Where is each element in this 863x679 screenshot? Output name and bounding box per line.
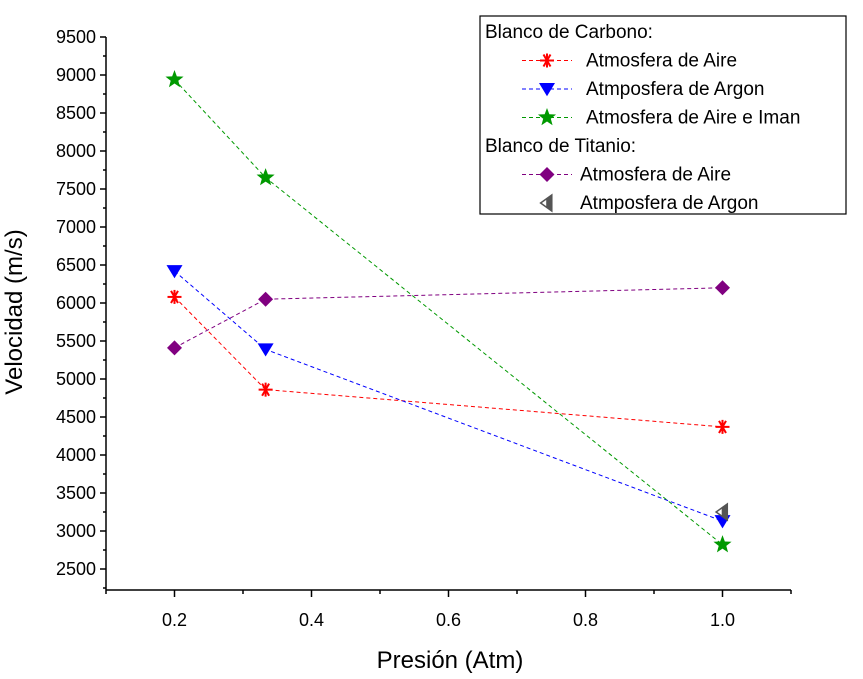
series-2-point xyxy=(713,535,732,553)
legend-entry: Atmposfera de Argon xyxy=(586,79,765,100)
y-tick-label: 2500 xyxy=(56,559,96,579)
y-tick-label: 6000 xyxy=(56,293,96,313)
y-tick-label: 5500 xyxy=(56,331,96,351)
y-tick-label: 5000 xyxy=(56,369,96,389)
legend-group-title: Blanco de Titanio: xyxy=(485,136,636,157)
series-2-point xyxy=(165,70,184,88)
legend-entry: Atmosfera de Aire xyxy=(580,165,731,186)
legend-entry: Atmposfera de Argon xyxy=(580,193,759,214)
legend-group-title: Blanco de Carbono: xyxy=(485,22,653,43)
y-tick-label: 3000 xyxy=(56,521,96,541)
x-axis-label: Presión (Atm) xyxy=(377,647,524,674)
legend-swatch-marker xyxy=(539,83,555,97)
series-0-point xyxy=(258,382,273,397)
series-0-point xyxy=(715,419,730,434)
y-tick-label: 8500 xyxy=(56,103,96,123)
x-tick-label: 0.8 xyxy=(573,610,598,630)
legend-swatch-marker xyxy=(539,167,555,182)
legend: Blanco de Carbono: Atmosfera de Aire Atmpo… xyxy=(479,15,847,215)
series-1 xyxy=(166,265,731,529)
series-4-point-fill xyxy=(721,504,728,520)
series-1-line xyxy=(174,270,723,522)
x-tick-label: 0.2 xyxy=(162,610,187,630)
series-3-line xyxy=(174,287,723,349)
series-0-point xyxy=(167,289,182,304)
series-3 xyxy=(167,280,730,356)
y-tick-label: 9500 xyxy=(56,27,96,47)
y-tick-label: 6500 xyxy=(56,255,96,275)
series-3-point xyxy=(715,280,730,296)
legend-swatch-marker xyxy=(537,108,557,126)
y-axis-label: Velocidad (m/s) xyxy=(1,229,28,394)
x-tick-label: 0.6 xyxy=(436,610,461,630)
y-tick-label: 8000 xyxy=(56,141,96,161)
x-tick-label: 0.4 xyxy=(299,610,324,630)
series-4 xyxy=(714,502,729,522)
legend-entry: Atmosfera de Aire e Iman xyxy=(586,108,800,129)
series-3-point xyxy=(167,340,182,356)
series-4-point xyxy=(714,502,729,522)
y-tick-label: 7500 xyxy=(56,179,96,199)
y-tick-label: 7000 xyxy=(56,217,96,237)
y-tick-label: 4500 xyxy=(56,407,96,427)
series-0-line xyxy=(174,296,723,428)
y-tick-label: 4000 xyxy=(56,445,96,465)
series-2-point xyxy=(256,168,275,186)
legend-swatch-marker xyxy=(539,193,553,213)
series-1-point xyxy=(166,265,183,279)
series-3-point xyxy=(258,291,274,307)
series-2 xyxy=(165,70,732,553)
legend-entry: Atmosfera de Aire xyxy=(586,51,737,72)
series-1-point xyxy=(257,343,274,357)
series-0 xyxy=(167,289,730,434)
legend-swatch-marker-fill xyxy=(546,195,552,211)
axes: 2500 3000 3500 4000 4500 5000 5500 6000 6500 7000… xyxy=(56,27,792,630)
y-tick-label: 3500 xyxy=(56,483,96,503)
series-layer xyxy=(165,70,732,553)
x-tick-label: 1.0 xyxy=(710,610,735,630)
legend-swatch-marker xyxy=(540,53,554,68)
y-tick-label: 9000 xyxy=(56,65,96,85)
